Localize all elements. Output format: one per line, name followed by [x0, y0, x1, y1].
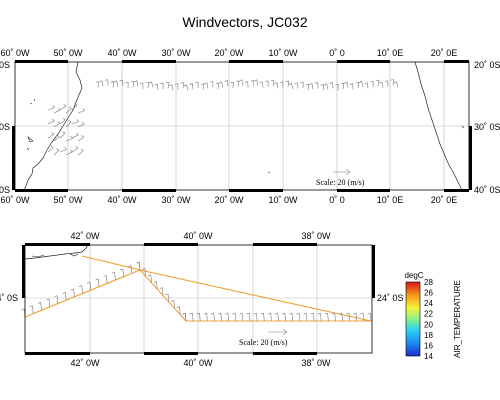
top-x-tick-top-3: 40˚ 0W — [107, 48, 137, 58]
top-map-x-ticks-top: 60˚ 0W 50˚ 0W 40˚ 0W 30˚ 0W 20˚ 0W 10˚ 0W 0˚ 0… — [0, 48, 457, 58]
top-x-tick-top-5: 20˚ 0W — [214, 48, 244, 58]
bottom-x-tick-bottom-2: 40˚ 0W — [183, 358, 213, 368]
bottom-x-tick-top-3: 38˚ 0W — [301, 231, 331, 241]
colorbar-unit: degC — [404, 271, 423, 280]
top-y-tick-right-1: 20˚ 0S — [474, 60, 500, 70]
bottom-map-grid — [25, 245, 372, 353]
top-x-tick-top-2: 50˚ 0W — [53, 48, 83, 58]
top-x-tick-top-7: 0˚ 0 — [329, 48, 345, 58]
top-y-tick-right-2: 30˚ 0S — [474, 122, 500, 132]
top-x-tick-bottom-4: 30˚ 0W — [161, 195, 191, 205]
colorbar-tick-5: 20 — [424, 320, 433, 329]
bottom-scale-label: Scale: 20 (m/s) — [239, 338, 288, 347]
coast-islands — [26, 98, 36, 151]
colorbar-tick-3: 24 — [424, 299, 433, 308]
top-y-tick-left-1: 20˚ 0S — [0, 60, 10, 70]
south-america-coastline — [23, 61, 83, 191]
top-x-tick-top-4: 30˚ 0W — [161, 48, 191, 58]
bottom-map-frame — [24, 244, 373, 354]
bottom-scale-arrow — [268, 328, 288, 336]
bottom-x-tick-bottom-3: 38˚ 0W — [301, 358, 331, 368]
bottom-map-border — [22, 243, 375, 355]
top-x-tick-bottom-1: 60˚ 0W — [0, 195, 30, 205]
colorbar-gradient — [405, 281, 421, 357]
top-x-tick-bottom-7: 0˚ 0 — [329, 195, 345, 205]
top-y-tick-left-2: 30˚ 0S — [0, 122, 10, 132]
top-scale-arrow — [333, 168, 351, 176]
top-map-border — [12, 60, 472, 192]
colorbar-tick-7: 16 — [424, 341, 433, 350]
top-y-tick-right-3: 40˚ 0S — [474, 185, 500, 195]
bottom-y-tick-right: 24˚ 0S — [377, 293, 404, 303]
bottom-x-tick-top-2: 40˚ 0W — [183, 231, 213, 241]
top-map-grid — [15, 62, 469, 190]
top-x-tick-bottom-2: 50˚ 0W — [53, 195, 83, 205]
top-x-tick-bottom-3: 40˚ 0W — [107, 195, 137, 205]
top-x-tick-bottom-8: 10˚ 0E — [377, 195, 404, 205]
map-title: Windvectors, JC032 — [182, 14, 307, 30]
top-x-tick-top-1: 60˚ 0W — [0, 48, 30, 58]
bottom-x-tick-bottom-1: 42˚ 0W — [70, 358, 100, 368]
bottom-coastline — [24, 244, 89, 260]
colorbar-tick-8: 14 — [424, 352, 433, 361]
top-x-tick-bottom-6: 10˚ 0W — [268, 195, 298, 205]
top-scale-label: Scale: 20 (m/s) — [316, 178, 365, 187]
bottom-map: Scale: 20 (m/s) 42˚ 0W 40˚ 0W 38˚ 0W 42˚… — [0, 231, 404, 368]
top-y-tick-left-3: 40˚ 0S — [0, 185, 10, 195]
top-x-tick-top-8: 10˚ 0E — [377, 48, 404, 58]
top-x-tick-bottom-5: 20˚ 0W — [214, 195, 244, 205]
africa-coastline — [414, 61, 463, 191]
colorbar-tick-6: 18 — [424, 331, 433, 340]
top-wind-vectors — [96, 79, 399, 91]
colorbar-tick-1: 28 — [424, 278, 433, 287]
top-x-tick-top-9: 20˚ 0E — [431, 48, 458, 58]
colorbar-tick-2: 26 — [424, 289, 433, 298]
colorbar-tick-4: 22 — [424, 310, 433, 319]
top-coast-wind-vectors — [47, 103, 85, 156]
top-x-tick-top-6: 10˚ 0W — [268, 48, 298, 58]
bottom-coast-inlet — [31, 253, 79, 258]
top-x-tick-bottom-9: 20˚ 0E — [431, 195, 458, 205]
colorbar-variable: AIR_TEMPERATURE — [453, 280, 462, 358]
bottom-x-tick-top-1: 42˚ 0W — [70, 231, 100, 241]
top-map: Scale: 20 (m/s) 60˚ 0W 50˚ 0W 40˚ 0W 30˚ 0W… — [0, 48, 500, 205]
bottom-wind-vectors — [21, 261, 372, 322]
top-map-x-ticks-bottom: 60˚ 0W 50˚ 0W 40˚ 0W 30˚ 0W 20˚ 0W 10˚ 0W 0˚ 0… — [0, 195, 457, 205]
bottom-y-tick-left: 24˚ 0S — [0, 293, 18, 303]
